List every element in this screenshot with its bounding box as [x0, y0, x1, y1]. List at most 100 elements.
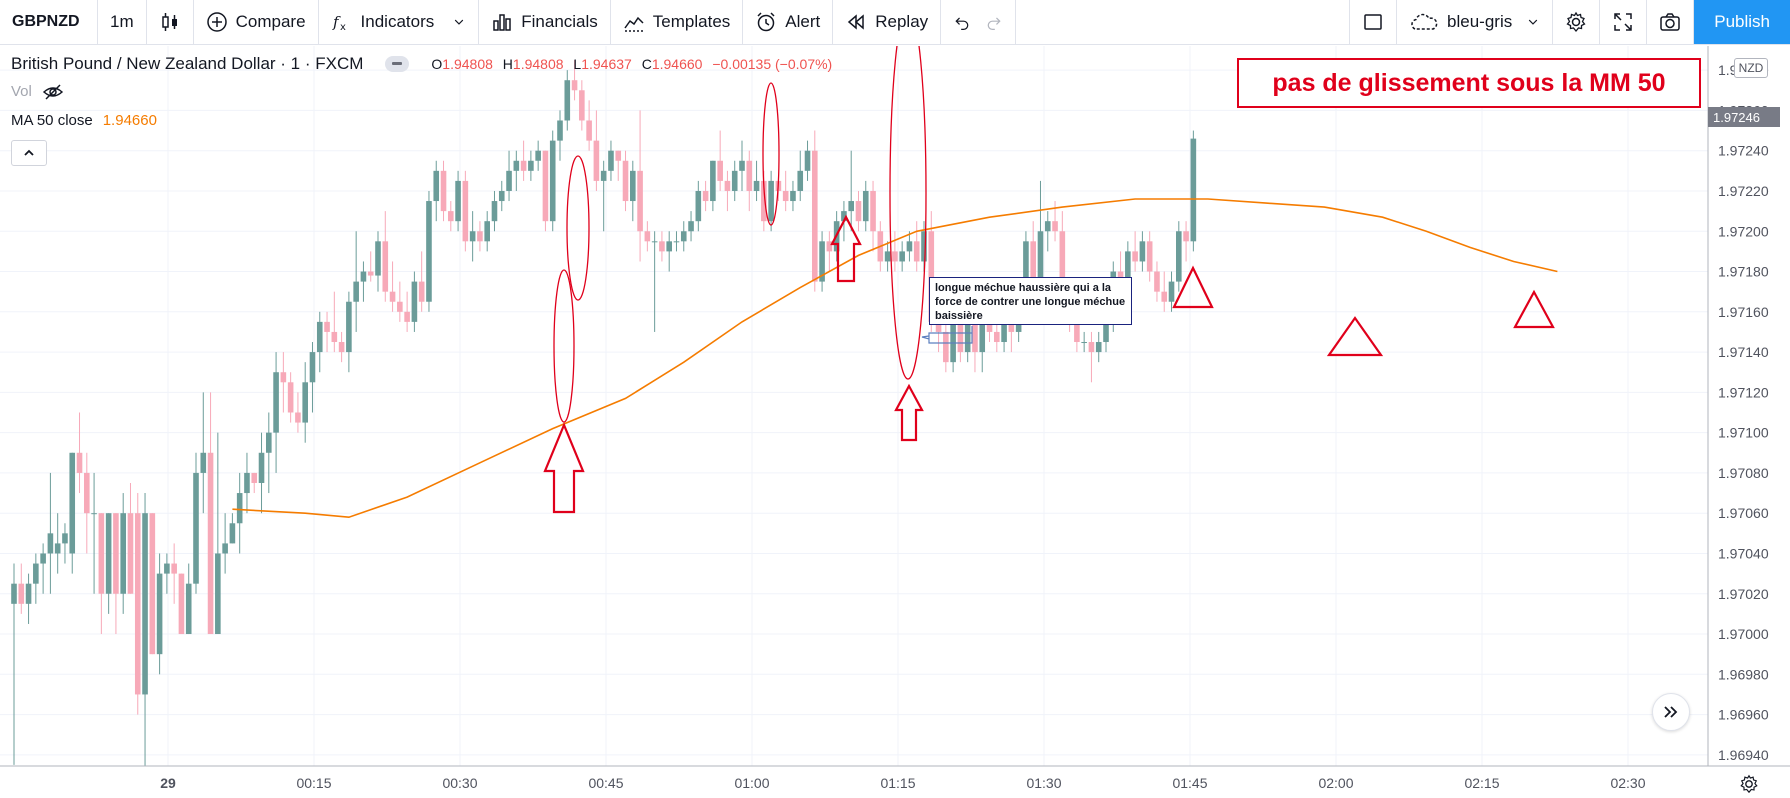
candle-body: [149, 513, 156, 655]
toolbar-spacer: [1016, 0, 1351, 44]
candle-body: [47, 533, 54, 554]
price-tick-label: 1.97180: [1718, 264, 1769, 280]
settings-button[interactable]: [1553, 0, 1601, 44]
candle-body: [346, 301, 352, 353]
alert-button[interactable]: Alert: [743, 0, 834, 44]
candle-body: [913, 241, 920, 262]
ma-value: 1.94660: [102, 112, 157, 129]
candle-body: [156, 573, 163, 655]
candle-body: [404, 311, 410, 322]
candle-body: [11, 583, 17, 604]
candle-body: [229, 523, 236, 544]
price-chart[interactable]: 1.972801.972601.972401.972201.972001.971…: [0, 46, 1790, 798]
symbol-search[interactable]: GBPNZD: [0, 0, 98, 44]
callout-text: longue méchue haussière qui a la force d…: [935, 282, 1126, 322]
scroll-to-realtime-button[interactable]: [1652, 693, 1690, 731]
symbol-title[interactable]: British Pound / New Zealand Dollar · 1 ·…: [11, 54, 364, 73]
chevron-down-icon[interactable]: [452, 15, 466, 29]
eye-off-icon[interactable]: [42, 83, 64, 100]
indicators-label: Indicators: [360, 12, 435, 31]
candle-body: [360, 271, 367, 282]
ma-legend[interactable]: MA 50 close 1.94660: [11, 112, 157, 129]
time-tick-label: 01:15: [880, 775, 915, 791]
financials-button[interactable]: Financials: [479, 0, 611, 44]
interval-button[interactable]: 1m: [98, 0, 147, 44]
fullscreen-button[interactable]: [1600, 0, 1648, 44]
snapshot-button[interactable]: [1647, 0, 1695, 44]
candle-body: [76, 452, 83, 473]
candle-body: [892, 251, 898, 262]
candle-body: [215, 553, 221, 635]
candle-body: [1052, 221, 1058, 232]
candle-body: [819, 241, 825, 282]
candle-body: [1183, 231, 1189, 242]
candle-body: [389, 291, 396, 302]
layout-button[interactable]: [1350, 0, 1398, 44]
theme-label: bleu-gris: [1447, 12, 1513, 31]
undo-icon[interactable]: [953, 13, 971, 31]
compare-button[interactable]: Compare: [194, 0, 319, 44]
volume-legend[interactable]: Vol: [11, 83, 64, 100]
low-value: 1.94637: [581, 56, 632, 72]
candle-body: [1088, 342, 1095, 353]
volume-label: Vol: [11, 83, 32, 100]
candle-body: [535, 150, 541, 161]
candle-body: [207, 452, 214, 635]
candle-body: [884, 251, 891, 262]
highlight-ellipse: [889, 46, 927, 380]
open-label: O: [431, 56, 443, 72]
highlight-ellipse: [762, 82, 780, 226]
candle-body: [375, 241, 381, 276]
candle-body: [979, 321, 986, 353]
headline-annotation[interactable]: pas de glissement sous la MM 50: [1237, 58, 1701, 108]
ma-label: MA 50 close: [11, 112, 93, 129]
candle-body: [251, 472, 258, 483]
candle-body: [513, 160, 520, 171]
candle-body: [142, 513, 148, 695]
high-value: 1.94808: [512, 56, 564, 72]
publish-button[interactable]: Publish: [1694, 0, 1790, 44]
legend-menu-button[interactable]: [385, 56, 410, 72]
triangle-annotation: [1513, 289, 1555, 329]
candle-body: [302, 382, 308, 423]
candle-body: [433, 170, 440, 202]
candle-body: [622, 160, 629, 202]
price-axis: 1.972801.972601.972401.972201.972001.971…: [1718, 62, 1769, 763]
templates-button[interactable]: Templates: [611, 0, 744, 44]
candle-body: [950, 321, 956, 363]
cloud-icon: [1411, 13, 1438, 30]
candle-body: [309, 352, 316, 383]
currency-badge[interactable]: NZD: [1734, 58, 1768, 78]
candle-body: [91, 513, 97, 515]
candle-body: [812, 150, 818, 282]
time-tick-label: 02:15: [1464, 775, 1499, 791]
candle-body: [862, 190, 869, 222]
candle-body: [1176, 231, 1182, 282]
candle-body: [651, 241, 658, 243]
candle-body: [1074, 311, 1080, 343]
chart-type-button[interactable]: [147, 0, 194, 44]
candle-body: [608, 150, 614, 171]
callout-annotation[interactable]: longue méchue haussière qui a la force d…: [929, 277, 1132, 325]
camera-icon: [1660, 13, 1680, 31]
chart-legend: British Pound / New Zealand Dollar · 1 ·…: [11, 54, 832, 74]
candle-body: [397, 301, 403, 312]
collapse-legend-button[interactable]: [11, 140, 47, 166]
theme-selector[interactable]: bleu-gris: [1397, 0, 1554, 44]
candle-body: [62, 533, 68, 544]
candle-body: [222, 543, 228, 554]
candle-body: [134, 513, 141, 695]
candle-body: [994, 331, 1000, 343]
candle-body: [899, 251, 905, 262]
candle-body: [127, 513, 134, 594]
candle-body: [258, 452, 265, 483]
redo-icon[interactable]: [985, 13, 1003, 31]
replay-button[interactable]: Replay: [833, 0, 942, 44]
candle-body: [542, 150, 549, 222]
chart-settings-button[interactable]: [1736, 771, 1762, 797]
candle-body: [928, 231, 935, 322]
time-tick-label: 01:30: [1026, 775, 1061, 791]
replay-label: Replay: [875, 12, 929, 31]
candle-body: [411, 281, 418, 322]
